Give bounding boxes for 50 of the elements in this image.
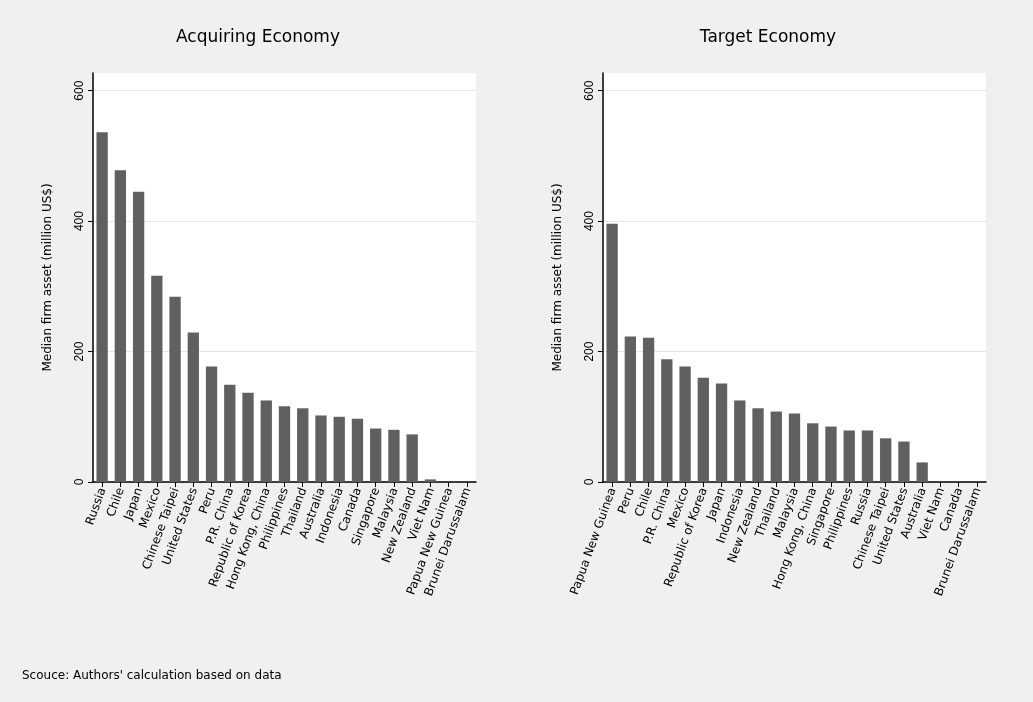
bar (825, 426, 837, 482)
y-tick-label: 400 (582, 210, 596, 232)
bar (424, 479, 437, 482)
bar (880, 438, 892, 482)
y-tick-label: 0 (72, 478, 86, 486)
chart-title: Acquiring Economy (176, 25, 340, 46)
bar (315, 415, 327, 482)
bar (242, 392, 254, 482)
bar (169, 296, 181, 482)
y-tick-label: 200 (582, 341, 596, 362)
bar (205, 366, 218, 482)
y-tick-label: 600 (582, 80, 596, 101)
bar (661, 359, 673, 482)
bar (96, 132, 108, 482)
bar (770, 411, 782, 482)
bar (406, 434, 418, 482)
y-tick-label: 600 (72, 80, 86, 101)
y-axis-title: Median firm asset (million US$) (40, 183, 54, 372)
bar (898, 441, 910, 482)
bar (642, 337, 655, 482)
bar (114, 170, 127, 482)
bar (697, 377, 709, 482)
bar (606, 223, 618, 482)
y-tick-label: 200 (72, 341, 86, 362)
bar (679, 366, 691, 482)
bar (807, 423, 819, 482)
bar (734, 400, 746, 482)
y-axis-title: Median firm asset (million US$) (550, 183, 564, 372)
bar (260, 400, 272, 482)
bar (861, 430, 874, 482)
bar (333, 416, 345, 482)
bar (370, 428, 382, 482)
bar (278, 406, 291, 482)
bar (788, 413, 801, 482)
bar (132, 191, 145, 482)
bar (843, 430, 855, 482)
bar (624, 336, 637, 482)
bar (916, 462, 928, 482)
y-tick-label: 400 (72, 210, 86, 232)
y-tick-label: 0 (582, 478, 596, 486)
bar (752, 408, 764, 482)
bar (297, 408, 309, 482)
chart-title: Target Economy (698, 25, 837, 46)
bar (388, 429, 400, 482)
text: Scouce: Authors' calculation based on data (22, 668, 282, 682)
bar (151, 275, 163, 482)
bar (351, 418, 364, 482)
bar (224, 384, 236, 482)
bar (715, 383, 728, 482)
bar (187, 332, 199, 482)
